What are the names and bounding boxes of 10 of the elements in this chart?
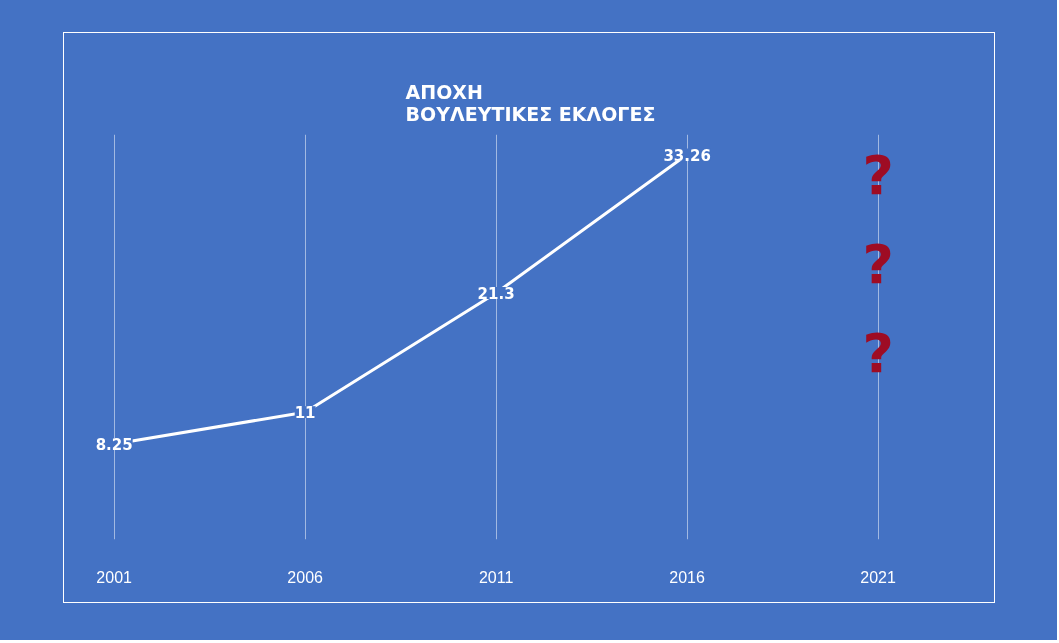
x-tick-label: 2016 [669,568,706,586]
x-tick-label: 2006 [287,568,324,586]
chart-title: ΑΠΟΧΗ ΒΟΥΛΕΥΤΙΚΕΣ ΕΚΛΟΓΕΣ [405,80,656,125]
x-tick-label: 2021 [860,568,896,586]
data-label: 11 [294,404,316,423]
x-tick-label: 2001 [96,568,133,586]
x-tick-label: 2011 [478,568,514,586]
data-label: 8.25 [95,436,133,455]
data-label: 33.26 [663,146,711,165]
data-label: 21.3 [477,284,515,303]
